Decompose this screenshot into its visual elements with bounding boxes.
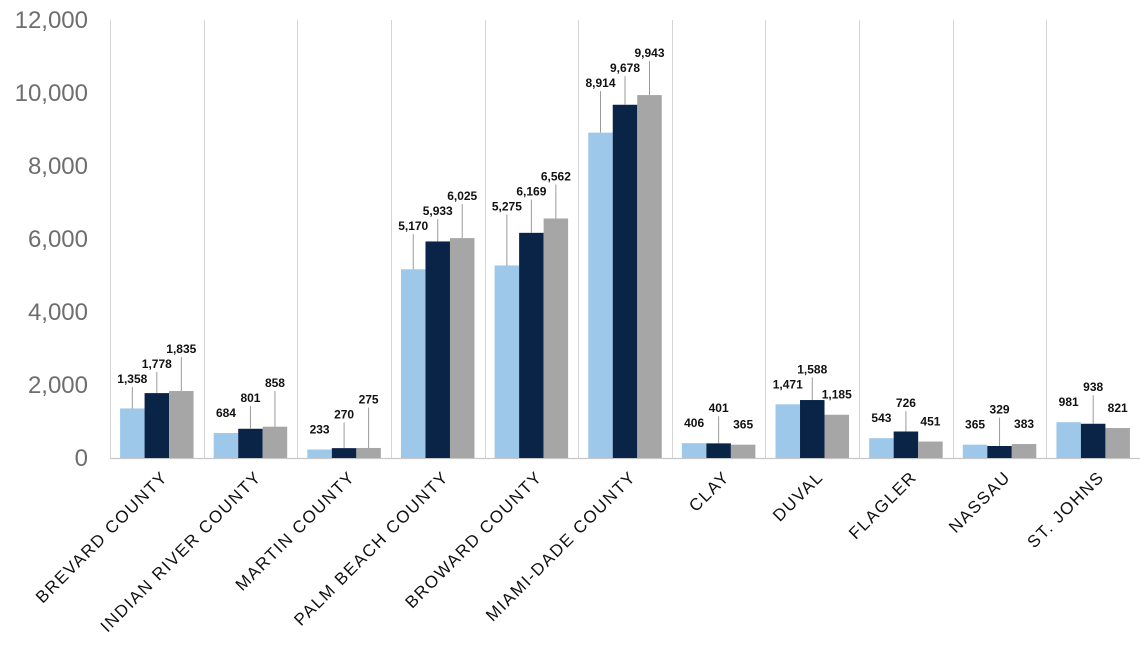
data-label: 6,562 bbox=[541, 169, 571, 183]
y-tick-label: 10,000 bbox=[15, 80, 88, 107]
bar bbox=[238, 428, 263, 458]
bar bbox=[730, 444, 756, 458]
data-label: 383 bbox=[1014, 417, 1034, 431]
grid bbox=[110, 20, 1140, 460]
bar bbox=[681, 443, 707, 458]
bar bbox=[494, 265, 520, 458]
data-label: 451 bbox=[920, 415, 940, 429]
data-label: 5,933 bbox=[423, 204, 453, 218]
bar bbox=[987, 445, 1012, 458]
data-label: 406 bbox=[684, 416, 704, 430]
data-label: 938 bbox=[1083, 380, 1103, 394]
x-tick-label: CLAY bbox=[685, 467, 733, 515]
bar bbox=[1105, 428, 1130, 458]
data-label: 9,943 bbox=[634, 46, 664, 60]
bar bbox=[1056, 422, 1081, 458]
x-tick-label: FLAGLER bbox=[845, 467, 921, 543]
data-label: 233 bbox=[310, 422, 330, 436]
data-label: 329 bbox=[990, 403, 1010, 417]
data-label: 1,185 bbox=[822, 388, 852, 402]
bar bbox=[893, 431, 919, 458]
data-label: 5,275 bbox=[492, 199, 522, 213]
bar bbox=[1080, 423, 1106, 458]
bar bbox=[637, 95, 662, 458]
data-label: 8,914 bbox=[585, 76, 615, 90]
data-label: 275 bbox=[359, 392, 379, 406]
x-tick-label: NASSAU bbox=[945, 467, 1014, 536]
bar bbox=[169, 391, 194, 458]
data-label: 858 bbox=[265, 376, 285, 390]
bar bbox=[307, 449, 332, 458]
data-label: 1,588 bbox=[797, 362, 827, 376]
data-label: 543 bbox=[871, 411, 891, 425]
data-labels: 1,3581,7781,8356848018582332702755,1705,… bbox=[117, 46, 1128, 449]
data-label: 801 bbox=[240, 391, 260, 405]
bar bbox=[356, 447, 381, 458]
bar bbox=[918, 441, 943, 458]
y-tick-label: 12,000 bbox=[15, 7, 88, 34]
bar bbox=[262, 426, 288, 458]
bar bbox=[543, 218, 569, 458]
data-label: 1,835 bbox=[166, 342, 196, 356]
x-tick-label: INDIAN RIVER COUNTY bbox=[97, 467, 266, 636]
bar bbox=[775, 404, 801, 458]
y-axis-ticks: 0 2,000 4,000 6,000 8,000 10,000 12,000 bbox=[15, 7, 88, 472]
data-label: 726 bbox=[896, 396, 916, 410]
data-label: 821 bbox=[1108, 401, 1128, 415]
data-label: 365 bbox=[733, 418, 753, 432]
bar bbox=[588, 132, 613, 458]
y-tick-label: 8,000 bbox=[28, 153, 88, 180]
bar bbox=[519, 232, 544, 458]
bar bbox=[869, 438, 894, 458]
bar bbox=[706, 443, 731, 458]
data-label: 365 bbox=[965, 418, 985, 432]
bar bbox=[425, 241, 450, 458]
x-tick-label: ST. JOHNS bbox=[1024, 467, 1108, 551]
y-tick-label: 2,000 bbox=[28, 372, 88, 399]
bar bbox=[800, 400, 825, 458]
x-tick-label: PALM BEACH COUNTY bbox=[290, 467, 452, 629]
bar bbox=[449, 238, 475, 458]
data-label: 1,778 bbox=[142, 357, 172, 371]
data-label: 981 bbox=[1059, 395, 1079, 409]
y-tick-label: 6,000 bbox=[28, 226, 88, 253]
bar bbox=[612, 104, 638, 458]
data-label: 5,170 bbox=[398, 219, 428, 233]
data-label: 401 bbox=[709, 401, 729, 415]
x-tick-label: DUVAL bbox=[769, 467, 827, 525]
bar bbox=[144, 393, 170, 458]
x-tick-label: MIAMI-DADE COUNTY bbox=[482, 467, 640, 625]
bar bbox=[824, 414, 850, 458]
bar bbox=[213, 433, 239, 458]
data-label: 6,169 bbox=[516, 184, 546, 198]
data-label: 1,471 bbox=[773, 377, 803, 391]
data-label: 1,358 bbox=[117, 372, 147, 386]
bar bbox=[400, 269, 426, 458]
data-label: 6,025 bbox=[447, 189, 477, 203]
y-tick-label: 0 bbox=[75, 445, 88, 472]
bar bbox=[962, 444, 988, 458]
data-label: 9,678 bbox=[610, 61, 640, 75]
bar bbox=[331, 448, 357, 458]
y-tick-label: 4,000 bbox=[28, 299, 88, 326]
bars bbox=[120, 95, 1130, 458]
data-label: 684 bbox=[216, 406, 236, 420]
bar bbox=[120, 408, 145, 458]
bar bbox=[1011, 444, 1037, 458]
data-label: 270 bbox=[334, 407, 354, 421]
